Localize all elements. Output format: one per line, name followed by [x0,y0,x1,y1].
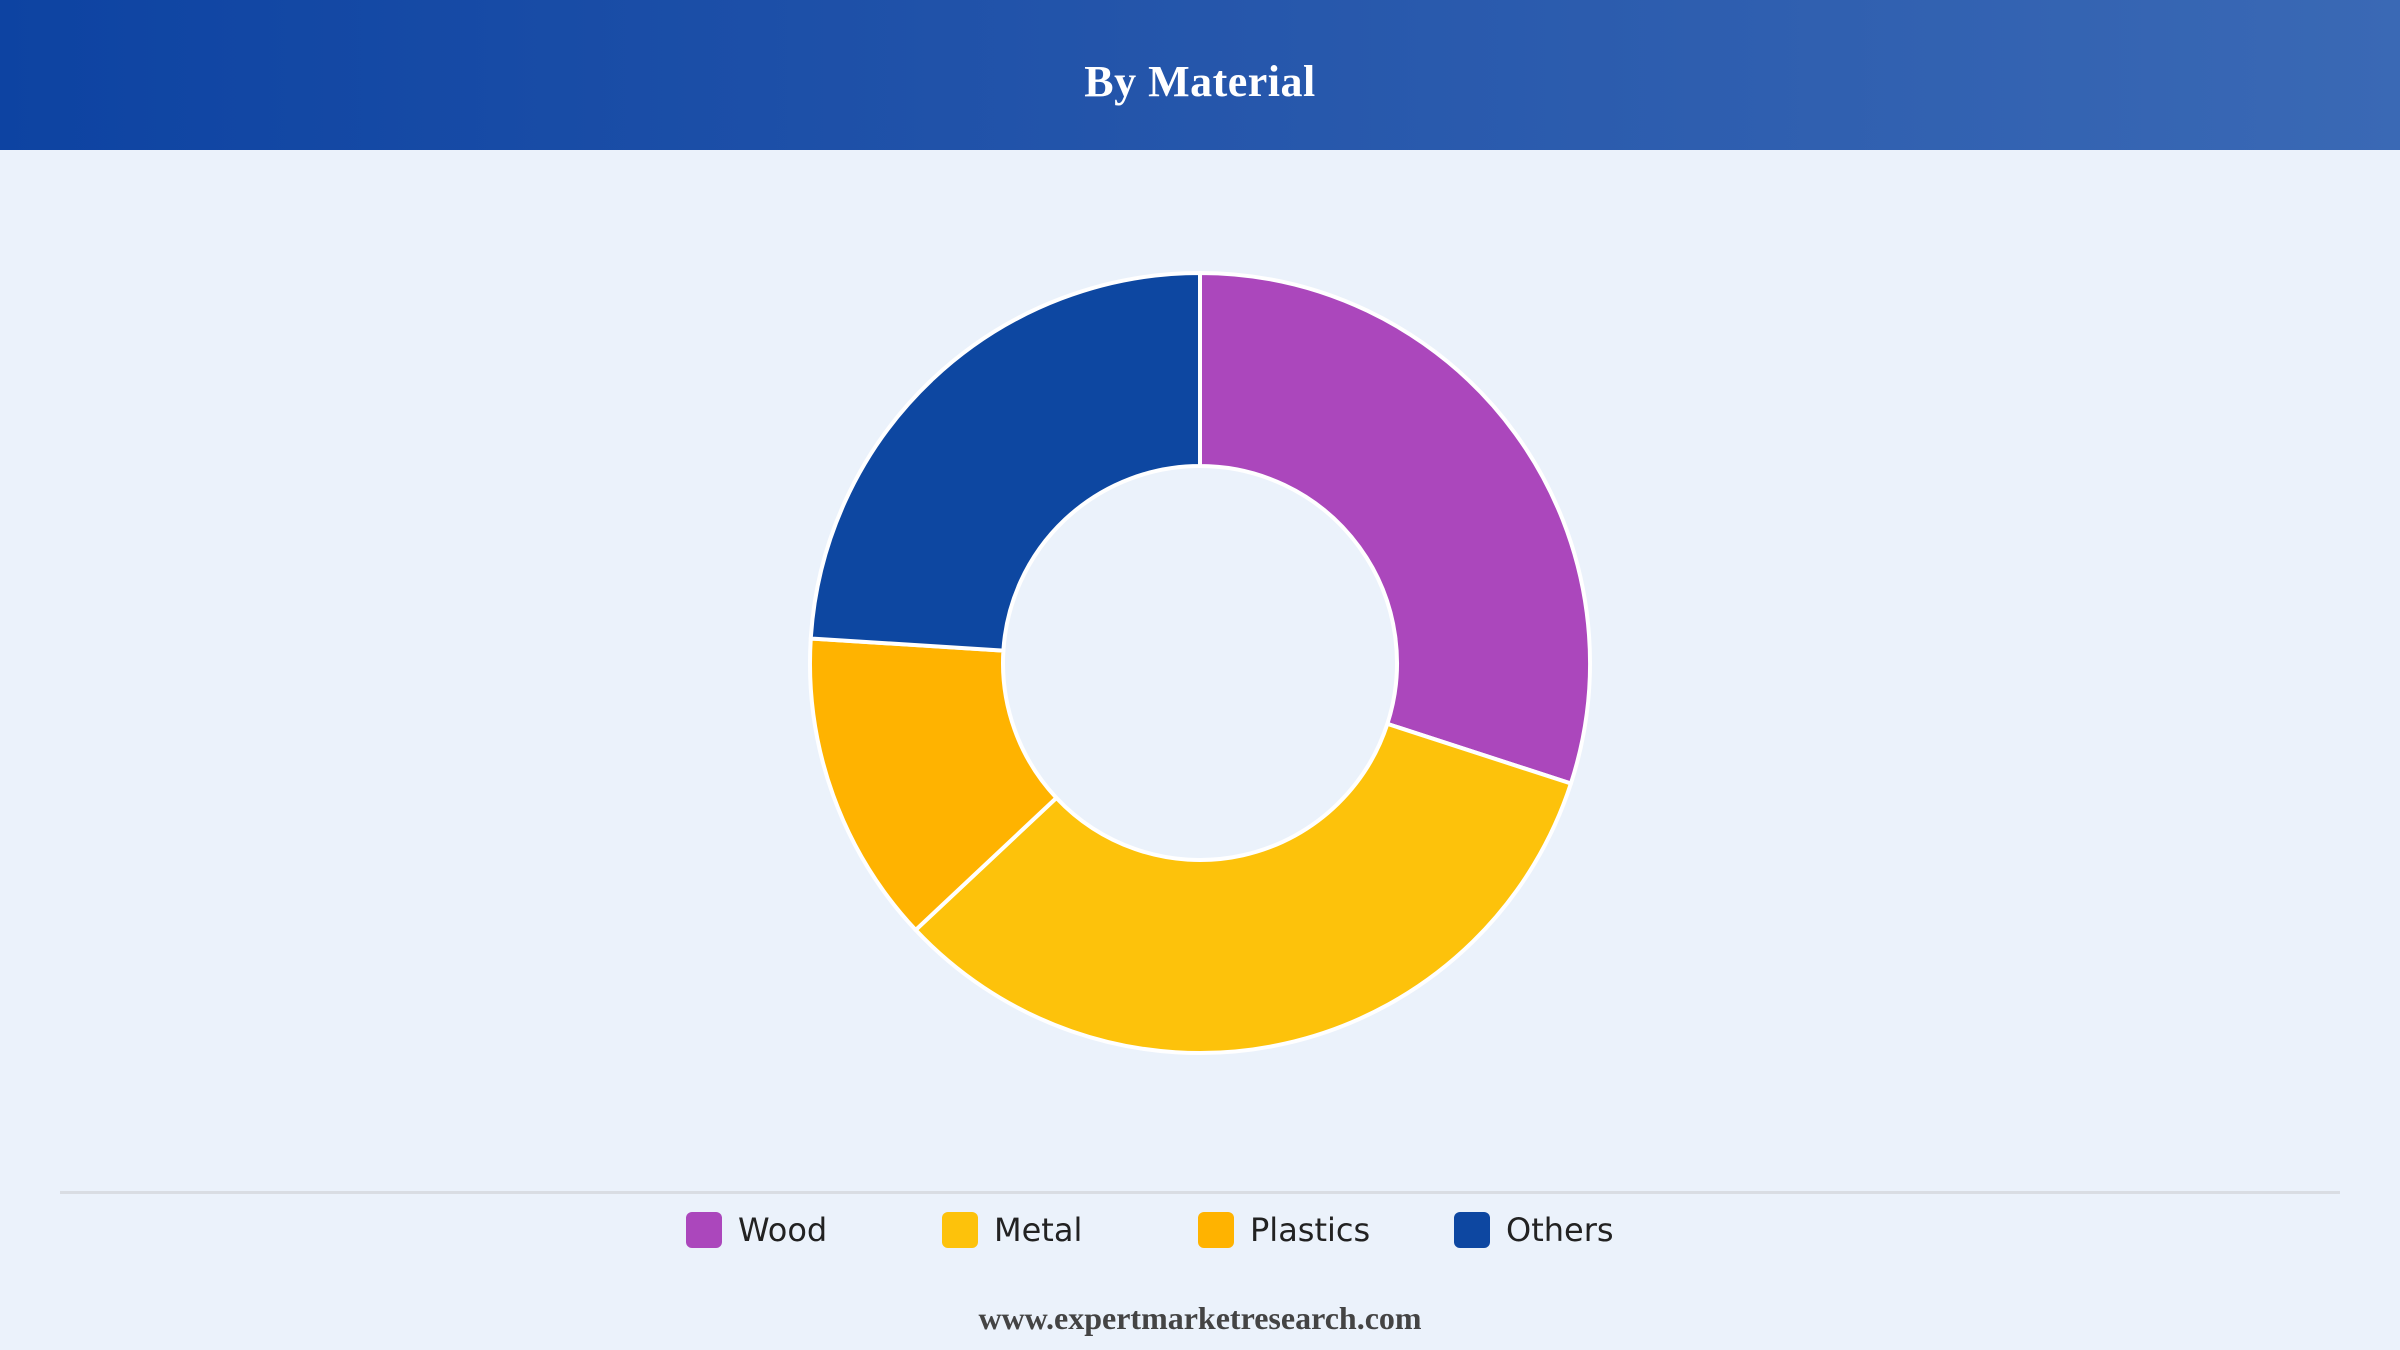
chart-title: By Material [1084,56,1316,106]
source-url: www.expertmarketresearch.com [978,1300,1422,1336]
legend-item-metal[interactable]: Metal [942,1208,1082,1252]
slice-plastics[interactable] [808,636,1059,932]
legend-label: Wood [738,1211,828,1249]
legend-label: Others [1506,1211,1614,1249]
header-banner: By Material [0,0,2400,150]
donut-slices [808,271,1592,1055]
legend-item-wood[interactable]: Wood [686,1208,827,1252]
legend-item-others[interactable]: Others [1454,1208,1614,1252]
legend-label: Metal [994,1211,1083,1249]
slice-metal[interactable] [913,721,1573,1055]
legend-swatch [1454,1212,1490,1248]
slice-wood[interactable] [1198,271,1592,786]
legend-swatch [942,1212,978,1248]
legend-label: Plastics [1250,1211,1371,1249]
chart-legend: Wood Metal Plastics Others [0,1208,2400,1252]
legend-item-plastics[interactable]: Plastics [1198,1208,1370,1252]
legend-divider [60,1191,2340,1194]
legend-swatch [1198,1212,1234,1248]
slice-others[interactable] [808,271,1202,653]
legend-swatch [686,1212,722,1248]
